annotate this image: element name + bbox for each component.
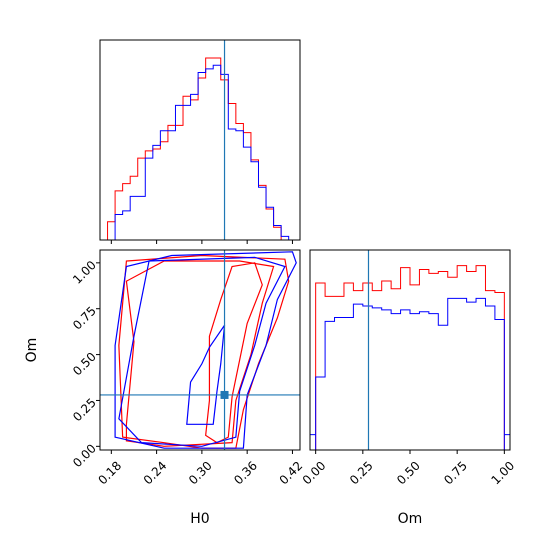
om-hist-tick-label-4: 1.00 bbox=[488, 459, 517, 488]
h0-axis-label: H0 bbox=[190, 511, 209, 527]
h0-tick-label-2: 0.30 bbox=[186, 459, 215, 488]
contour-series2-outer bbox=[114, 251, 297, 449]
h0-tick-label-4: 0.42 bbox=[277, 459, 306, 488]
h0-tick-label-3: 0.36 bbox=[231, 459, 260, 488]
om-hist-tick-label-3: 0.75 bbox=[441, 459, 470, 488]
contour-series1-middle bbox=[125, 260, 275, 447]
joint-contour-panel bbox=[100, 250, 300, 450]
om-tick-label-3: 0.75 bbox=[70, 304, 99, 333]
h0-histogram-series-2 bbox=[100, 64, 297, 240]
om-tick-label-4: 1.00 bbox=[70, 258, 99, 287]
truth-marker bbox=[220, 390, 229, 399]
om-histogram-series-1 bbox=[315, 265, 505, 450]
om-hist-axis-label: Om bbox=[398, 511, 423, 527]
om-tick-label-1: 0.25 bbox=[70, 396, 99, 425]
h0-histogram-frame bbox=[99, 39, 301, 241]
om-hist-tick-label-1: 0.25 bbox=[347, 459, 376, 488]
h0-tick-label-0: 0.18 bbox=[95, 459, 124, 488]
h0-histogram-panel bbox=[100, 40, 297, 240]
joint-frame bbox=[99, 249, 301, 451]
contour-series2-inner bbox=[186, 324, 226, 425]
om-tick-label-2: 0.50 bbox=[70, 350, 99, 379]
contour-series2-middle bbox=[118, 256, 286, 447]
om-axis-label: Om bbox=[24, 338, 40, 363]
om-histogram-series-2 bbox=[315, 297, 505, 450]
om-hist-tick-label-0: 0.00 bbox=[300, 459, 329, 488]
om-histogram-panel bbox=[310, 250, 510, 450]
om-tick-label-0: 0.00 bbox=[70, 441, 99, 470]
h0-tick-label-1: 0.24 bbox=[141, 459, 170, 488]
om-hist-tick-label-2: 0.50 bbox=[394, 459, 423, 488]
